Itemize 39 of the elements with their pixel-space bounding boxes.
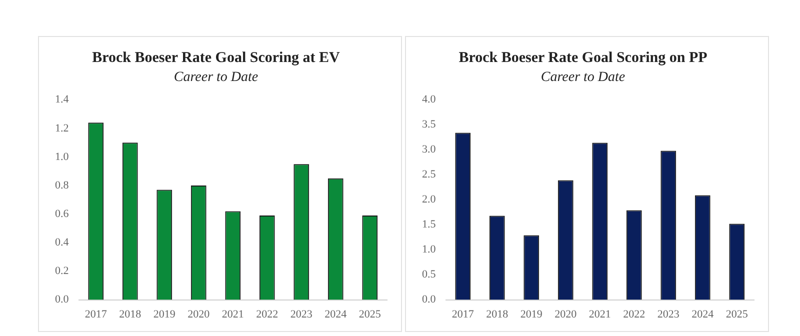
y-tick-label: 3.0: [422, 144, 436, 156]
x-tick-label: 2025: [358, 308, 382, 320]
y-tick-label: 2.0: [422, 194, 436, 206]
x-tick-label: 2022: [256, 308, 278, 320]
y-tick-label: 1.0: [55, 150, 70, 163]
y-tick-label: 1.2: [55, 122, 69, 134]
x-tick-label: 2024: [324, 308, 348, 320]
x-tick-label: 2018: [119, 308, 142, 320]
chart-title: Brock Boeser Rate Goal Scoring on PP: [458, 50, 708, 66]
y-tick-label: 0.2: [55, 265, 69, 278]
y-tick-label: 2.5: [422, 168, 436, 181]
x-tick-label: 2022: [623, 308, 646, 320]
x-tick-label: 2020: [188, 308, 210, 320]
y-tick-label: 0.0: [55, 294, 70, 306]
x-tick-label: 2017: [84, 308, 108, 320]
y-tick-label: 1.0: [422, 244, 436, 256]
chart-title: Brock Boeser Rate Goal Scoring at EV: [92, 50, 340, 66]
x-tick-label: 2025: [726, 308, 748, 320]
y-tick-label: 0.8: [55, 179, 70, 192]
x-tick-label: 2023: [657, 308, 680, 320]
x-tick-label: 2021: [222, 308, 244, 320]
x-tick-label: 2020: [554, 308, 578, 320]
x-tick-label: 2019: [520, 308, 543, 320]
chart-subtitle: Career to Date: [540, 70, 626, 86]
y-tick-label: 0.6: [55, 208, 70, 220]
x-tick-label: 2019: [153, 308, 176, 320]
x-tick-label: 2024: [692, 308, 714, 320]
y-tick-label: 1.5: [422, 218, 436, 231]
y-tick-label: 4.0: [422, 94, 436, 106]
y-tick-label: 1.4: [55, 94, 70, 106]
chart-subtitle: Career to Date: [174, 70, 258, 86]
y-tick-label: 0.5: [422, 268, 436, 281]
x-tick-label: 2018: [486, 308, 509, 320]
x-tick-label: 2017: [452, 308, 474, 320]
y-tick-label: 3.5: [422, 118, 436, 131]
x-tick-label: 2023: [290, 308, 313, 320]
y-tick-label: 0.0: [422, 294, 436, 306]
x-tick-label: 2021: [588, 308, 611, 320]
y-tick-label: 0.4: [55, 236, 70, 249]
